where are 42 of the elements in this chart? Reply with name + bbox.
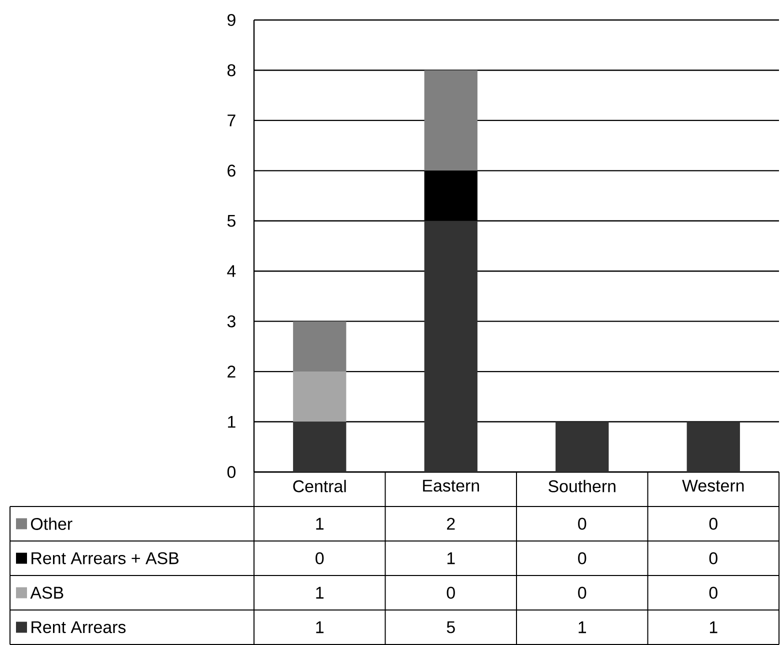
- legend-label: Rent Arrears + ASB: [32, 552, 178, 564]
- x-tick-label: Central: [293, 480, 346, 492]
- data-label: 0: [578, 586, 586, 599]
- data-label: 0: [316, 552, 324, 564]
- y-tick-label: 3: [227, 315, 236, 328]
- legend-label: Other: [31, 518, 72, 530]
- data-label: 1: [710, 621, 718, 634]
- data-label: 0: [709, 518, 718, 530]
- data-label: 0: [578, 552, 586, 564]
- bar: [293, 321, 346, 372]
- data-label: 1: [316, 621, 324, 634]
- data-label: 0: [446, 586, 455, 599]
- x-tick-label: Southern: [548, 480, 616, 492]
- y-tick-label: 4: [227, 265, 236, 277]
- y-tick-label: 1: [228, 416, 236, 428]
- data-label: 1: [316, 518, 324, 530]
- bar: [424, 220, 478, 472]
- data-label: 5: [446, 621, 455, 634]
- bar: [424, 70, 478, 171]
- data-label: 2: [447, 518, 455, 530]
- x-tick-label: Western: [682, 480, 744, 492]
- bar: [293, 372, 346, 422]
- legend-label: Rent Arrears: [32, 621, 126, 634]
- y-tick-label: 7: [228, 114, 236, 126]
- data-label: 1: [316, 586, 324, 599]
- bar: [293, 422, 346, 472]
- data-label: 0: [709, 586, 718, 599]
- bar: [686, 422, 740, 472]
- legend-label: ASB: [30, 586, 64, 599]
- bar: [424, 170, 478, 221]
- y-tick-label: 5: [227, 214, 236, 227]
- data-label: 0: [709, 552, 718, 564]
- y-tick-label: 8: [227, 64, 236, 76]
- data-label: 0: [578, 518, 586, 530]
- y-tick-label: 6: [228, 164, 236, 177]
- bar: [556, 422, 609, 472]
- data-label: 1: [578, 621, 586, 634]
- data-label: 1: [447, 552, 455, 564]
- y-tick-label: 9: [228, 14, 236, 26]
- y-tick-label: 2: [228, 366, 236, 378]
- x-tick-label: Eastern: [423, 480, 479, 492]
- y-tick-label: 0: [227, 466, 236, 478]
